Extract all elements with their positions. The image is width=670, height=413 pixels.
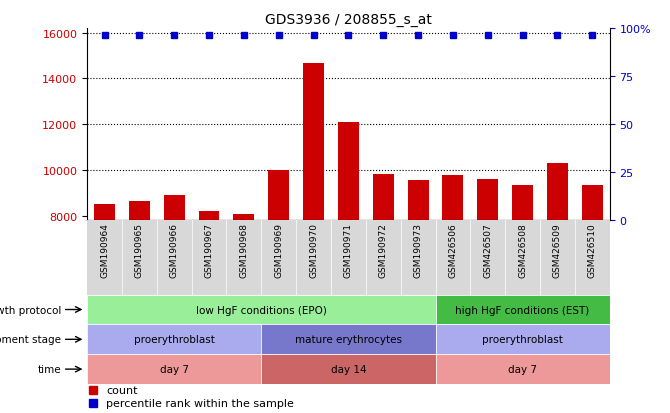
Bar [303, 64, 324, 399]
Text: day 7: day 7 [508, 364, 537, 374]
Bar [87, 295, 436, 325]
Text: growth protocol: growth protocol [0, 305, 61, 315]
Bar [268, 170, 289, 399]
Bar [547, 164, 568, 399]
Bar [436, 354, 610, 384]
Bar [512, 185, 533, 399]
Text: GSM426508: GSM426508 [518, 223, 527, 278]
Text: GSM190971: GSM190971 [344, 223, 353, 278]
Bar [87, 354, 261, 384]
Text: GSM190968: GSM190968 [239, 223, 249, 278]
Bar [582, 185, 603, 399]
Text: GSM190964: GSM190964 [100, 223, 109, 278]
Text: proerythroblast: proerythroblast [482, 335, 563, 344]
Bar [442, 176, 464, 399]
Title: GDS3936 / 208855_s_at: GDS3936 / 208855_s_at [265, 12, 432, 26]
Text: GSM426506: GSM426506 [448, 223, 458, 278]
Text: proerythroblast: proerythroblast [134, 335, 214, 344]
Bar [233, 215, 255, 399]
Text: low HgF conditions (EPO): low HgF conditions (EPO) [196, 305, 327, 315]
Bar [163, 195, 185, 399]
Text: day 14: day 14 [330, 364, 366, 374]
Text: GSM190967: GSM190967 [204, 223, 214, 278]
Text: GSM190973: GSM190973 [413, 223, 423, 278]
Bar [477, 180, 498, 399]
Text: GSM190970: GSM190970 [309, 223, 318, 278]
Bar [198, 211, 220, 399]
Bar [87, 221, 610, 295]
Text: high HgF conditions (EST): high HgF conditions (EST) [456, 305, 590, 315]
Bar [338, 122, 359, 399]
Bar [373, 175, 394, 399]
Text: GSM426509: GSM426509 [553, 223, 562, 278]
Text: GSM190972: GSM190972 [379, 223, 388, 278]
Bar [407, 180, 429, 399]
Text: GSM190969: GSM190969 [274, 223, 283, 278]
Text: percentile rank within the sample: percentile rank within the sample [106, 398, 293, 408]
Bar [87, 325, 261, 354]
Text: GSM426507: GSM426507 [483, 223, 492, 278]
Bar [129, 201, 150, 399]
Text: mature erythrocytes: mature erythrocytes [295, 335, 402, 344]
Text: day 7: day 7 [159, 364, 189, 374]
Bar [261, 325, 436, 354]
Bar [94, 204, 115, 399]
Bar [436, 325, 610, 354]
Text: GSM426510: GSM426510 [588, 223, 597, 278]
Bar [436, 295, 610, 325]
Text: GSM190966: GSM190966 [170, 223, 179, 278]
Bar [261, 354, 436, 384]
Text: time: time [38, 364, 61, 374]
Text: development stage: development stage [0, 335, 61, 344]
Text: count: count [106, 385, 137, 395]
Text: GSM190965: GSM190965 [135, 223, 144, 278]
